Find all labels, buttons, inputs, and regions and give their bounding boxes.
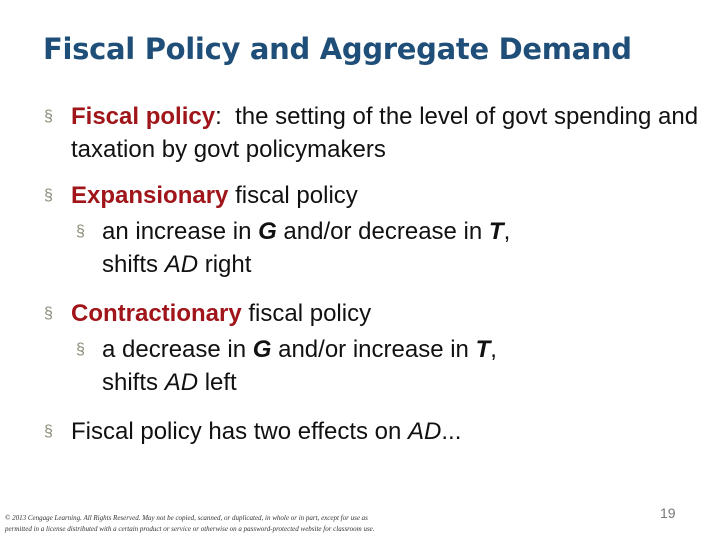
term-expansionary: Expansionary — [71, 182, 229, 209]
bullet-icon: § — [76, 341, 85, 358]
expansionary-rest: fiscal policy — [228, 182, 358, 209]
symbol-t: T — [475, 336, 491, 363]
colon: : — [215, 103, 222, 130]
symbol-ad: AD — [164, 369, 199, 396]
sub-text: , — [490, 336, 497, 363]
symbol-t: T — [488, 218, 504, 245]
bullet-icon: § — [44, 187, 53, 204]
copyright-line-1: © 2013 Cengage Learning. All Rights Rese… — [5, 514, 368, 522]
sub-text: and/or increase in — [271, 336, 476, 363]
slide-content: § Fiscal policy: the setting of the leve… — [43, 100, 703, 448]
symbol-ad: AD — [164, 251, 199, 278]
ellipsis: ... — [441, 418, 462, 445]
slide-title: Fiscal Policy and Aggregate Demand — [43, 32, 632, 66]
sub-text: , — [503, 218, 511, 245]
copyright-footer: © 2013 Cengage Learning. All Rights Rese… — [5, 513, 445, 535]
sub-text: a decrease in — [102, 336, 253, 363]
copyright-line-2: permitted in a license distributed with … — [5, 525, 375, 533]
definition-text: the setting of the level of govt spendin… — [71, 103, 705, 163]
sub-text: left — [198, 369, 237, 396]
effects-text: Fiscal policy has two effects on — [71, 418, 409, 445]
page-number: 19 — [660, 505, 676, 521]
bullet-icon: § — [76, 223, 85, 240]
sub-text: right — [198, 251, 252, 278]
bullet-fiscal-policy: § Fiscal policy: the setting of the leve… — [43, 100, 703, 166]
bullet-two-effects: § Fiscal policy has two effects on AD... — [43, 415, 703, 448]
symbol-g: G — [258, 218, 277, 245]
bullet-icon: § — [44, 423, 53, 440]
sub-text: shifts — [102, 369, 165, 396]
symbol-ad: AD — [408, 418, 442, 445]
symbol-g: G — [252, 336, 272, 363]
sub-bullet-contractionary: § a decrease in G and/or increase in T, s… — [43, 333, 703, 399]
sub-text: and/or decrease in — [276, 218, 489, 245]
sub-bullet-expansionary: § an increase in G and/or decrease in T,… — [43, 215, 703, 281]
term-contractionary: Contractionary — [71, 300, 242, 327]
bullet-icon: § — [44, 305, 53, 322]
term-fiscal-policy: Fiscal policy — [71, 103, 216, 130]
bullet-icon: § — [44, 108, 53, 125]
bullet-expansionary: § Expansionary fiscal policy — [43, 179, 703, 212]
sub-text: an increase in — [102, 218, 259, 245]
sub-text: shifts — [102, 251, 165, 278]
contractionary-rest: fiscal policy — [241, 300, 372, 327]
bullet-contractionary: § Contractionary fiscal policy — [43, 297, 703, 330]
